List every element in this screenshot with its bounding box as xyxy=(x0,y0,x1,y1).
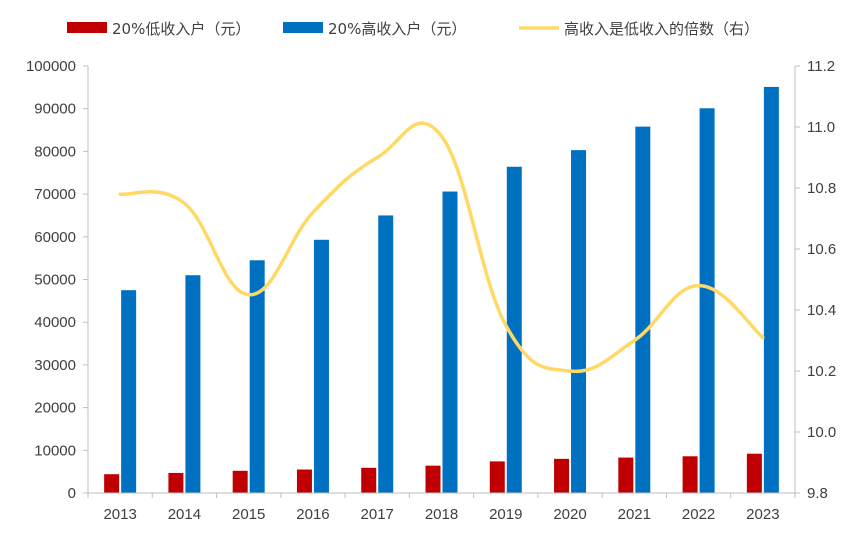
bar-low-income xyxy=(746,453,762,493)
bar-high-income xyxy=(571,150,587,493)
bar-high-income xyxy=(185,275,201,493)
x-tick-label: 2013 xyxy=(103,506,136,523)
bar-low-income xyxy=(296,469,312,493)
bar-high-income xyxy=(699,108,715,493)
bar-high-income xyxy=(378,215,394,493)
left-tick-label: 20000 xyxy=(34,400,76,417)
x-tick-label: 2017 xyxy=(361,506,394,523)
x-tick-label: 2023 xyxy=(746,506,779,523)
left-tick-label: 90000 xyxy=(34,101,76,118)
right-tick-label: 9.8 xyxy=(807,485,828,502)
bars xyxy=(104,86,779,493)
right-tick-label: 11.2 xyxy=(807,58,835,75)
bar-high-income xyxy=(763,86,779,493)
left-tick-label: 10000 xyxy=(34,442,76,459)
left-tick-label: 0 xyxy=(68,485,76,502)
right-tick-label: 11.0 xyxy=(807,119,835,136)
left-tick-label: 30000 xyxy=(34,357,76,374)
bar-low-income xyxy=(168,472,184,493)
left-tick-label: 80000 xyxy=(34,143,76,160)
right-tick-label: 10.4 xyxy=(807,302,836,319)
x-tick-label: 2019 xyxy=(489,506,522,523)
bar-high-income xyxy=(442,191,458,493)
legend-swatch xyxy=(67,22,107,33)
right-tick-label: 10.8 xyxy=(807,180,836,197)
bar-high-income xyxy=(313,239,329,493)
bar-high-income xyxy=(121,290,137,493)
x-tick-label: 2020 xyxy=(553,506,586,523)
left-tick-label: 50000 xyxy=(34,272,76,289)
x-axis: 2013 2014 2015 2016 2017 2018 2019 2020 2021 2022… xyxy=(87,492,796,523)
left-axis: 0 10000 20000 30000 40000 50000 60000 70000 8000… xyxy=(26,58,89,502)
right-tick-label: 10.2 xyxy=(807,363,836,380)
bar-low-income xyxy=(489,461,505,493)
x-tick-label: 2016 xyxy=(296,506,329,523)
bar-low-income xyxy=(554,458,570,493)
bar-high-income xyxy=(635,126,651,493)
bar-low-income xyxy=(361,467,377,493)
bar-low-income xyxy=(425,465,441,493)
legend: 20%低收入户（元） 20%高收入户（元） 高收入是低收入的倍数（右） xyxy=(67,20,759,38)
x-tick-label: 2022 xyxy=(682,506,715,523)
right-tick-label: 10.0 xyxy=(807,424,836,441)
left-tick-label: 60000 xyxy=(34,229,76,246)
legend-label: 20%低收入户（元） xyxy=(112,20,250,38)
left-tick-label: 70000 xyxy=(34,186,76,203)
bar-high-income xyxy=(249,260,265,493)
bar-high-income xyxy=(506,166,522,493)
legend-swatch xyxy=(283,22,323,33)
x-tick-label: 2021 xyxy=(618,506,651,523)
bar-low-income xyxy=(104,474,120,493)
x-tick-label: 2014 xyxy=(168,506,201,523)
right-axis: 9.8 10.0 10.2 10.4 10.6 10.8 11.0 11.2 xyxy=(794,58,836,502)
ratio-line-group xyxy=(118,121,765,374)
bar-low-income xyxy=(618,457,634,493)
legend-label: 20%高收入户（元） xyxy=(328,20,466,38)
bar-low-income xyxy=(232,470,248,493)
bar-low-income xyxy=(682,456,698,493)
legend-label: 高收入是低收入的倍数（右） xyxy=(564,20,759,38)
ratio-line xyxy=(118,121,765,374)
left-tick-label: 100000 xyxy=(26,58,76,75)
x-tick-label: 2015 xyxy=(232,506,265,523)
x-tick-label: 2018 xyxy=(425,506,458,523)
right-tick-label: 10.6 xyxy=(807,241,836,258)
left-tick-label: 40000 xyxy=(34,314,76,331)
